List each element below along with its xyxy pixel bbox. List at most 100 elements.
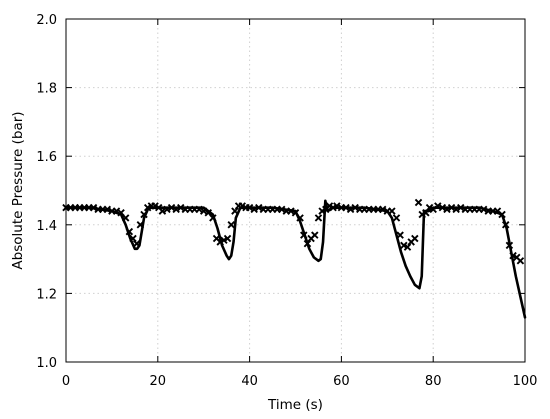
- data-point-marker: [411, 234, 419, 243]
- data-point-marker: [356, 205, 364, 214]
- grid-lines: [66, 19, 525, 362]
- data-point-marker: [98, 205, 107, 214]
- data-point-marker: [516, 257, 525, 265]
- data-point-marker: [365, 205, 373, 214]
- data-point-marker: [470, 205, 479, 214]
- data-point-marker: [475, 205, 483, 214]
- data-point-marker: [117, 209, 125, 217]
- data-point-marker: [121, 214, 130, 222]
- data-point-marker: [250, 205, 258, 214]
- data-point-marker: [369, 205, 378, 214]
- data-point-marker: [484, 207, 493, 215]
- data-point-marker: [163, 205, 171, 214]
- data-point-marker: [62, 203, 70, 212]
- data-point-marker: [296, 214, 304, 222]
- x-tick-label: 80: [425, 374, 442, 389]
- data-point-marker: [443, 205, 451, 214]
- data-point-marker: [351, 203, 359, 212]
- data-point-marker: [414, 198, 423, 207]
- data-point-marker: [76, 203, 84, 212]
- y-tick-label: 1.4: [36, 219, 57, 234]
- data-point-marker: [277, 205, 286, 214]
- data-point-marker: [273, 205, 281, 214]
- data-point-marker: [438, 203, 447, 212]
- y-tick-label: 2.0: [36, 13, 57, 28]
- data-point-marker: [195, 205, 203, 214]
- y-tick-label: 1.0: [36, 356, 57, 371]
- data-point-marker: [209, 214, 217, 222]
- data-point-marker: [80, 203, 89, 212]
- data-point-marker: [108, 207, 116, 215]
- data-point-marker: [264, 205, 272, 214]
- data-point-marker: [403, 243, 412, 251]
- data-point-marker: [378, 205, 387, 214]
- data-point-marker: [333, 202, 341, 210]
- data-point-marker: [388, 207, 396, 215]
- data-point-marker: [314, 214, 323, 222]
- y-tick-label: 1.2: [36, 287, 57, 302]
- data-point-marker: [346, 205, 355, 214]
- data-point-marker: [287, 207, 295, 215]
- plot-area-frame: [65, 18, 526, 363]
- data-point-marker: [268, 205, 277, 214]
- data-point-marker: [204, 209, 213, 217]
- data-point-marker: [223, 234, 232, 243]
- data-point-marker: [190, 205, 199, 214]
- y-axis-label: Absolute Pressure (bar): [10, 111, 26, 269]
- data-point-marker: [447, 203, 456, 212]
- data-point-marker: [489, 207, 497, 215]
- data-point-marker: [172, 205, 180, 214]
- x-axis-label: Time (s): [267, 397, 323, 413]
- data-point-marker: [360, 205, 369, 214]
- data-point-marker: [89, 203, 98, 212]
- data-point-marker: [505, 241, 514, 250]
- y-tick-label: 1.6: [36, 150, 57, 165]
- data-point-marker: [245, 203, 254, 212]
- data-point-marker: [158, 207, 167, 215]
- data-point-marker: [129, 234, 137, 243]
- data-point-marker: [498, 210, 506, 219]
- data-point-marker: [227, 221, 235, 229]
- x-tick-label: 0: [62, 374, 70, 389]
- data-point-marker: [466, 205, 474, 214]
- data-series: [62, 198, 527, 319]
- data-point-marker: [452, 205, 460, 214]
- data-point-marker: [103, 205, 112, 214]
- data-point-marker: [337, 203, 346, 212]
- data-point-marker: [167, 203, 176, 212]
- data-point-marker: [282, 207, 291, 215]
- data-point-marker: [383, 207, 392, 215]
- data-point-marker: [434, 202, 442, 210]
- x-tick-label: 40: [241, 374, 258, 389]
- data-point-marker: [396, 231, 404, 239]
- data-point-marker: [71, 203, 79, 212]
- data-point-marker: [461, 205, 470, 214]
- series-line: [64, 199, 527, 319]
- data-point-marker: [374, 205, 382, 214]
- data-point-marker: [479, 205, 488, 214]
- data-point-marker: [422, 209, 430, 217]
- y-tick-label: 1.8: [36, 82, 57, 97]
- data-point-marker: [392, 214, 401, 222]
- data-point-marker: [177, 203, 185, 212]
- data-point-marker: [291, 209, 300, 217]
- data-point-marker: [255, 203, 263, 212]
- data-point-marker: [136, 221, 145, 229]
- data-point-marker: [125, 227, 134, 236]
- data-point-marker: [140, 210, 148, 219]
- data-point-marker: [199, 207, 208, 215]
- data-point-marker: [259, 205, 268, 214]
- data-point-marker: [181, 205, 190, 214]
- data-point-marker: [132, 239, 141, 248]
- data-point-marker: [186, 205, 194, 214]
- axis-ticks: 0 20 40 60 80 100 1.0 1.2 1.4 1.6 1.8 2.0: [36, 13, 537, 389]
- data-point-marker: [303, 239, 312, 248]
- x-tick-label: 60: [333, 374, 350, 389]
- data-point-marker: [66, 203, 75, 212]
- data-point-marker: [231, 207, 239, 215]
- data-point-marker: [342, 203, 350, 212]
- x-tick-label: 20: [150, 374, 167, 389]
- data-point-marker: [456, 203, 465, 212]
- data-point-marker: [112, 207, 121, 215]
